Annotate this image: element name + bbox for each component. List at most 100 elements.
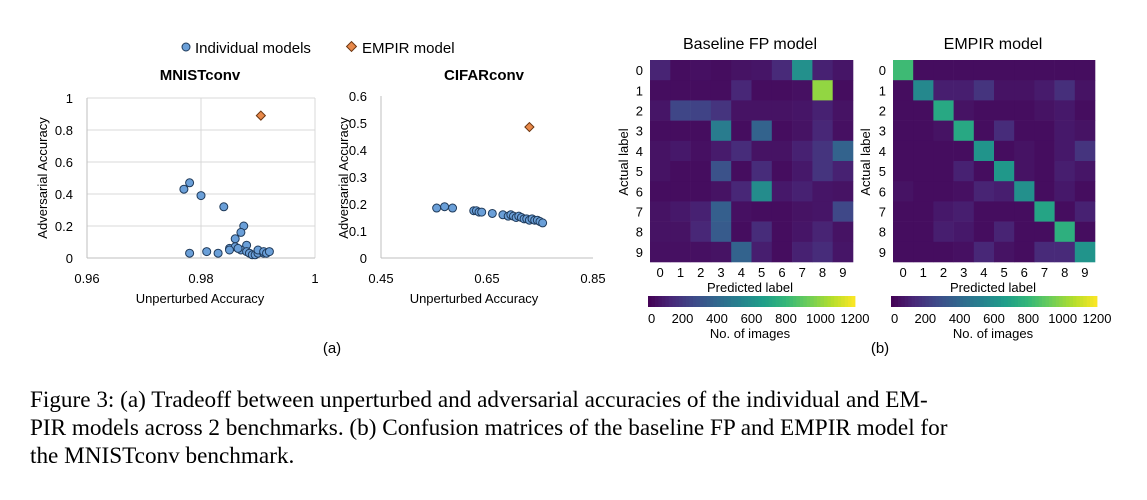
baseline-colorbar-segment <box>658 296 663 307</box>
baseline-colorbar-segment <box>723 296 728 307</box>
empir-cell <box>973 100 995 121</box>
empir-cell <box>1014 60 1035 81</box>
mnist-individual-point <box>230 234 240 244</box>
baseline-cell <box>832 80 854 101</box>
empir-cell <box>1034 60 1055 81</box>
cifar-x-tick-label: 0.45 <box>368 271 393 286</box>
empir-cell <box>893 181 914 202</box>
empir-x-tick-label: 5 <box>1000 265 1007 280</box>
baseline-cell <box>690 221 712 243</box>
baseline-colorbar-segment <box>792 296 797 307</box>
empir-cell <box>973 120 995 142</box>
empir-y-tick-label: 2 <box>879 104 886 119</box>
baseline-cell <box>812 100 833 121</box>
empir-cell <box>953 120 975 142</box>
empir-colorbar-segment <box>976 296 981 307</box>
empir-cell <box>893 201 914 222</box>
cifar-y-tick-label: 0.4 <box>349 143 367 158</box>
empir-colorbar-segment <box>915 296 919 307</box>
baseline-colorbar-segment <box>706 296 711 307</box>
empir-colorbar-segment <box>897 296 902 307</box>
empir-colorbar-segment <box>1035 296 1040 307</box>
baseline-cell <box>710 60 732 81</box>
mnist-individual-point <box>219 202 229 212</box>
empir-x-axis-label: Predicted label <box>950 280 1036 295</box>
baseline-cell <box>751 140 773 162</box>
empir-colorbar-segment <box>1083 296 1088 307</box>
baseline-cell <box>710 221 732 243</box>
baseline-colorbar-segment <box>720 296 725 307</box>
baseline-colorbar-segment <box>668 296 673 307</box>
baseline-cell <box>832 140 854 162</box>
empir-cell <box>1034 241 1055 263</box>
baseline-cell <box>731 161 752 182</box>
empir-cell <box>973 140 995 162</box>
baseline-cell <box>812 241 833 263</box>
cifar-y-tick-label: 0.1 <box>349 224 367 239</box>
baseline-x-tick-label: 3 <box>717 265 724 280</box>
empir-colorbar-tick-label: 1000 <box>1048 311 1077 326</box>
empir-colorbar-segment <box>959 296 964 307</box>
empir-cell <box>933 120 954 142</box>
mnist-scatter-chart: MNISTconv Unperturbed Accuracy Adversari… <box>35 67 319 306</box>
panel-b-label: (b) <box>871 340 889 357</box>
empir-y-axis-label: Actual label <box>858 128 873 195</box>
cifar-individual-point <box>432 203 442 213</box>
baseline-cell <box>771 181 793 202</box>
empir-cell <box>1014 161 1035 182</box>
baseline-cell <box>832 221 854 243</box>
empir-cell <box>973 201 995 222</box>
empir-colorbar-segment <box>932 296 937 307</box>
empir-colorbar-segment <box>969 296 974 307</box>
baseline-colorbar-segment <box>696 296 701 307</box>
empir-colorbar-segment <box>990 296 995 307</box>
baseline-cell <box>731 80 752 101</box>
baseline-cell <box>650 120 671 142</box>
empir-colorbar-label: No. of images <box>953 326 1034 341</box>
empir-cell <box>973 80 995 101</box>
baseline-colorbar-segment <box>661 296 666 307</box>
baseline-colorbar-segment <box>789 296 794 307</box>
baseline-cell <box>731 201 752 222</box>
baseline-cell <box>792 140 813 162</box>
cifar-y-tick-label: 0.5 <box>349 116 367 131</box>
baseline-cell <box>650 201 671 222</box>
empir-cell <box>1014 241 1035 263</box>
empir-cell <box>1074 201 1096 222</box>
empir-cell <box>893 80 914 101</box>
baseline-cell <box>731 241 752 263</box>
baseline-y-tick-label: 6 <box>636 184 643 199</box>
baseline-cell <box>670 201 691 222</box>
baseline-colorbar-segment <box>672 296 676 307</box>
baseline-colorbar-segment <box>730 296 735 307</box>
baseline-cell <box>751 161 773 182</box>
baseline-cell <box>812 120 833 142</box>
empir-cell <box>973 60 995 81</box>
empir-colorbar-segment <box>918 296 923 307</box>
baseline-colorbar-segment <box>654 296 659 307</box>
baseline-colorbar-segment <box>748 296 752 307</box>
empir-cell <box>1074 100 1096 121</box>
baseline-colorbar-segment <box>775 296 780 307</box>
empir-cell <box>893 221 914 243</box>
baseline-cell <box>650 140 671 162</box>
baseline-x-tick-label: 0 <box>657 265 664 280</box>
empir-cell <box>913 60 934 81</box>
baseline-colorbar-segment <box>820 296 825 307</box>
cifar-individual-point <box>448 203 458 213</box>
baseline-colorbar-segment <box>737 296 742 307</box>
empir-colorbar-segment <box>987 296 991 307</box>
baseline-colorbar-segment <box>699 296 704 307</box>
empir-x-tick-label: 3 <box>960 265 967 280</box>
empir-colorbar-segment <box>966 296 971 307</box>
mnist-y-tick-label: 1 <box>66 91 73 106</box>
empir-cell <box>913 221 934 243</box>
mnist-individual-point <box>213 248 223 258</box>
mnist-x-axis-label: Unperturbed Accuracy <box>136 291 265 306</box>
empir-cell <box>933 161 954 182</box>
scatter-legend: Individual models EMPIR model <box>181 40 455 57</box>
baseline-colorbar-segment <box>841 296 846 307</box>
mnist-individual-point <box>202 247 212 257</box>
empir-cell <box>1054 181 1076 202</box>
baseline-colorbar-tick-label: 400 <box>706 311 728 326</box>
